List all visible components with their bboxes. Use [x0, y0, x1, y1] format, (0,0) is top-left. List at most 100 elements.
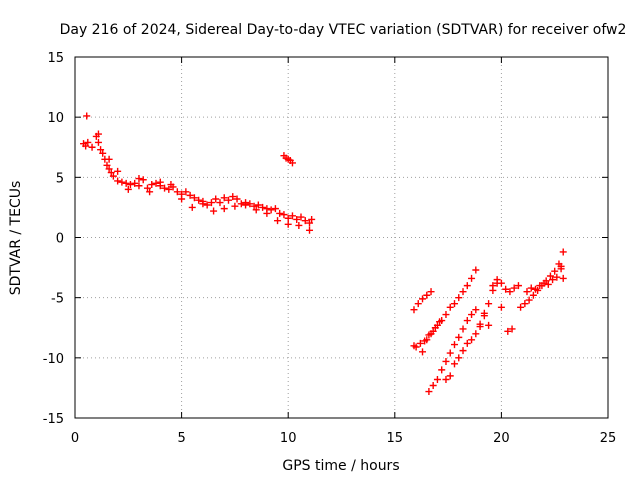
data-point	[480, 309, 488, 317]
y-axis-label: SDTVAR / TECUs	[8, 181, 24, 296]
data-point	[523, 288, 531, 296]
data-point	[559, 248, 567, 256]
data-point	[114, 167, 122, 175]
series-night-segment-8	[523, 265, 565, 296]
data-point	[242, 201, 250, 209]
series-day-segment-2	[105, 155, 314, 234]
grid-lines	[75, 57, 608, 418]
x-axis-label: GPS time / hours	[282, 458, 399, 474]
y-tick-label: 0	[56, 232, 64, 247]
data-point	[450, 300, 458, 308]
data-point	[414, 300, 422, 308]
data-point	[536, 282, 544, 290]
data-point	[549, 276, 557, 284]
data-point	[135, 182, 143, 190]
data-point	[284, 214, 292, 222]
x-tick-label: 15	[387, 431, 404, 446]
data-point	[455, 333, 463, 341]
data-point	[167, 181, 175, 189]
data-point	[540, 279, 548, 287]
data-point	[433, 375, 441, 383]
data-point	[237, 200, 245, 208]
series-night-segment-7	[517, 248, 567, 311]
data-point	[139, 176, 147, 184]
data-point	[156, 178, 164, 186]
data-point	[438, 366, 446, 374]
data-point	[114, 177, 122, 185]
data-point	[423, 291, 431, 299]
data-point	[146, 188, 154, 196]
data-point	[109, 172, 117, 180]
data-point	[199, 200, 207, 208]
data-point	[229, 193, 237, 201]
data-point	[105, 165, 113, 173]
data-point	[188, 203, 196, 211]
data-point	[412, 343, 420, 351]
data-point	[295, 221, 303, 229]
data-point	[195, 196, 203, 204]
data-point	[118, 178, 126, 186]
x-tick-label: 5	[177, 431, 185, 446]
data-point	[476, 320, 484, 328]
data-point	[143, 184, 151, 192]
data-point	[250, 202, 258, 210]
data-point	[423, 336, 431, 344]
data-point	[107, 169, 115, 177]
series-outliers	[83, 112, 296, 167]
data-point	[126, 181, 134, 189]
data-point	[254, 201, 262, 209]
x-tick-label: 25	[600, 431, 617, 446]
data-point	[190, 194, 198, 202]
data-point	[472, 266, 480, 274]
data-point	[527, 284, 535, 292]
data-point	[463, 317, 471, 325]
data-point	[472, 330, 480, 338]
x-tick-label: 20	[493, 431, 510, 446]
data-point	[83, 112, 91, 120]
data-point	[463, 339, 471, 347]
data-point	[216, 199, 224, 207]
data-point	[463, 282, 471, 290]
data-point	[468, 311, 476, 319]
data-point	[489, 286, 497, 294]
data-point	[94, 138, 102, 146]
data-point	[455, 354, 463, 362]
data-point	[468, 274, 476, 282]
data-point	[84, 138, 92, 146]
data-point	[427, 330, 435, 338]
data-point	[506, 288, 514, 296]
data-point	[427, 288, 435, 296]
data-point	[306, 219, 314, 227]
data-point	[220, 194, 228, 202]
series-night-segment-2	[425, 306, 480, 396]
y-tick-label: -10	[43, 352, 64, 367]
data-point	[493, 279, 501, 287]
data-point	[152, 179, 160, 187]
data-point	[267, 206, 275, 214]
data-point	[485, 321, 493, 329]
data-point	[504, 327, 512, 335]
data-point	[148, 181, 156, 189]
data-point	[263, 209, 271, 217]
axis-ticks: 0 5 10 15 20 25 -15 -10 -5 0 5 10 15	[43, 51, 617, 446]
data-point	[472, 306, 480, 314]
data-point	[271, 205, 279, 213]
data-point	[553, 273, 561, 281]
y-tick-label: -5	[51, 292, 64, 307]
data-point	[455, 294, 463, 302]
data-point	[425, 388, 433, 396]
series-day-segment-1	[80, 132, 316, 227]
data-point	[459, 325, 467, 333]
x-tick-label: 10	[280, 431, 297, 446]
data-point	[135, 175, 143, 183]
data-point	[442, 375, 450, 383]
data-point	[436, 318, 444, 326]
data-point	[161, 184, 169, 192]
data-point	[521, 300, 529, 308]
series-night-segment-1	[410, 266, 480, 351]
data-point	[544, 280, 552, 288]
data-point	[546, 272, 554, 280]
data-point	[82, 142, 90, 150]
data-point	[419, 295, 427, 303]
data-point	[259, 203, 267, 211]
